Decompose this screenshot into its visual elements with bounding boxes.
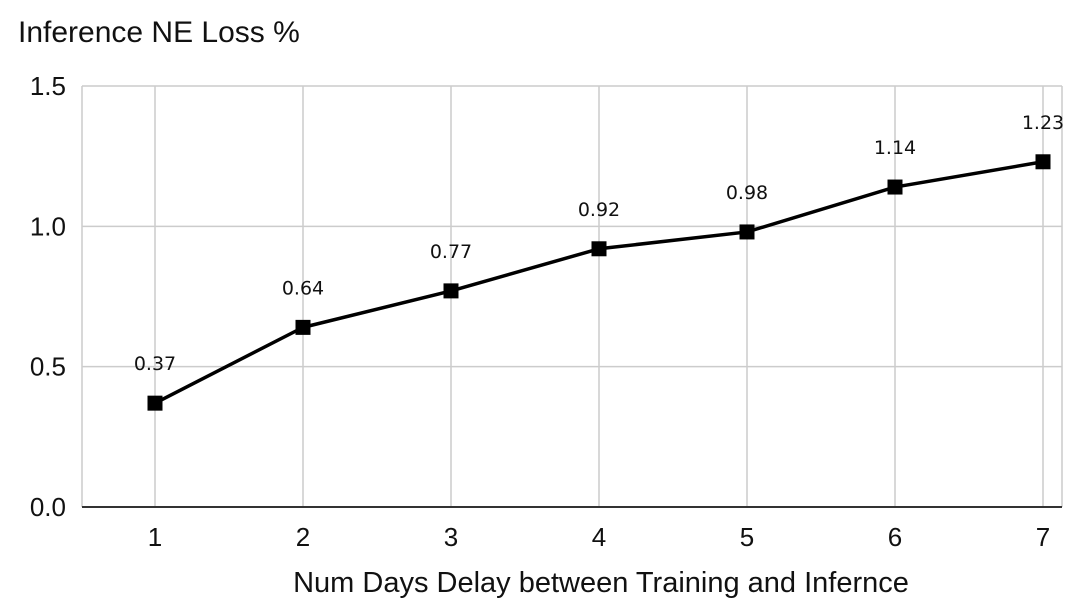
data-point-7 xyxy=(1035,154,1051,170)
data-point-5 xyxy=(739,224,755,240)
data-label-6: 1.14 xyxy=(874,137,916,159)
y-tick-label-3: 1.5 xyxy=(30,71,66,101)
data-label-2: 0.64 xyxy=(282,277,324,299)
data-point-1 xyxy=(147,395,163,411)
data-label-4: 0.92 xyxy=(578,199,620,221)
y-tick-label-2: 1.0 xyxy=(30,211,66,241)
data-point-4 xyxy=(591,241,607,257)
data-labels: 0.37 0.64 0.77 0.92 0.98 1.14 1.23 xyxy=(134,112,1064,375)
data-point-3 xyxy=(443,283,459,299)
x-tick-label-0: 1 xyxy=(148,522,162,552)
data-label-5: 0.98 xyxy=(726,182,768,204)
y-axis-title: Inference NE Loss % xyxy=(18,16,300,49)
y-tick-label-1: 0.5 xyxy=(30,352,66,382)
x-tick-label-4: 5 xyxy=(740,522,754,552)
tick-labels: 0.0 0.5 1.0 1.5 1 2 3 4 5 6 7 xyxy=(30,71,1050,552)
x-tick-label-6: 7 xyxy=(1036,522,1050,552)
series xyxy=(147,154,1051,411)
data-label-1: 0.37 xyxy=(134,353,176,375)
x-axis-title: Num Days Delay between Training and Infe… xyxy=(293,567,909,599)
data-point-2 xyxy=(295,319,311,335)
x-tick-label-3: 4 xyxy=(592,522,606,552)
data-label-7: 1.23 xyxy=(1022,112,1064,134)
x-tick-label-2: 3 xyxy=(444,522,458,552)
x-tick-label-5: 6 xyxy=(888,522,902,552)
data-label-3: 0.77 xyxy=(430,241,472,263)
y-tick-label-0: 0.0 xyxy=(30,492,66,522)
x-tick-label-1: 2 xyxy=(296,522,310,552)
data-point-6 xyxy=(887,179,903,195)
